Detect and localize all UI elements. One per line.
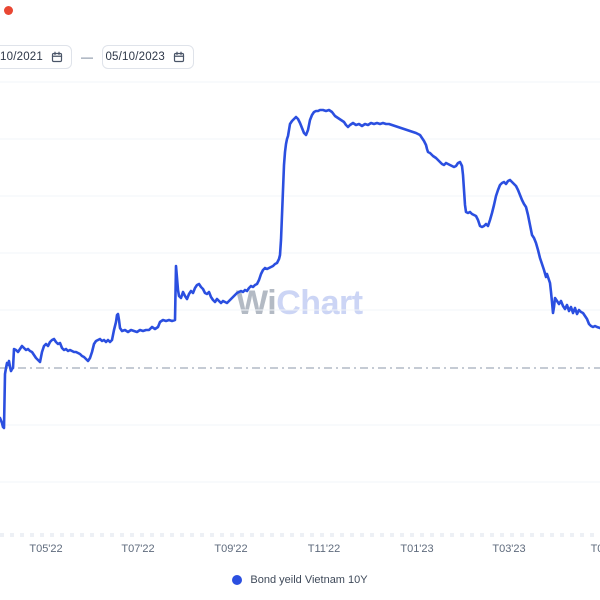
legend-dot-icon	[232, 575, 243, 585]
watermark-chart: Chart	[276, 284, 363, 322]
x-tick-label: T07'22	[121, 543, 155, 555]
bond-yield-line	[0, 108, 600, 430]
date-range-toolbar: 10/2021 — 05/10/2023	[0, 45, 194, 69]
legend-item-bond-yield[interactable]: Bond yeild Vietnam 10Y	[232, 574, 368, 586]
x-tick-label: T05'22	[29, 543, 63, 555]
end-date-input[interactable]: 05/10/2023	[102, 45, 194, 69]
wichart-watermark: WiChart	[236, 284, 363, 323]
end-date-value: 05/10/2023	[105, 51, 165, 63]
legend-label: Bond yeild Vietnam 10Y	[250, 574, 368, 586]
calendar-icon[interactable]	[51, 51, 63, 63]
x-tick-label: T01'23	[400, 543, 434, 555]
start-date-input[interactable]: 10/2021	[0, 45, 72, 69]
x-tick-label: T03'23	[492, 543, 526, 555]
start-date-value: 10/2021	[0, 51, 43, 63]
watermark-wi: Wi	[236, 284, 277, 322]
x-tick-label: T09'22	[214, 543, 248, 555]
calendar-icon[interactable]	[173, 51, 185, 63]
date-range-separator: —	[81, 50, 93, 64]
x-axis-labels: T05'22 T07'22 T09'22 T11'22 T01'23 T03'23 T0	[0, 543, 600, 557]
record-dot	[4, 6, 13, 15]
x-tick-label: T0	[590, 543, 600, 555]
legend: Bond yeild Vietnam 10Y	[0, 574, 600, 586]
chart-canvas[interactable]	[0, 0, 600, 540]
x-tick-label: T11'22	[307, 543, 341, 555]
